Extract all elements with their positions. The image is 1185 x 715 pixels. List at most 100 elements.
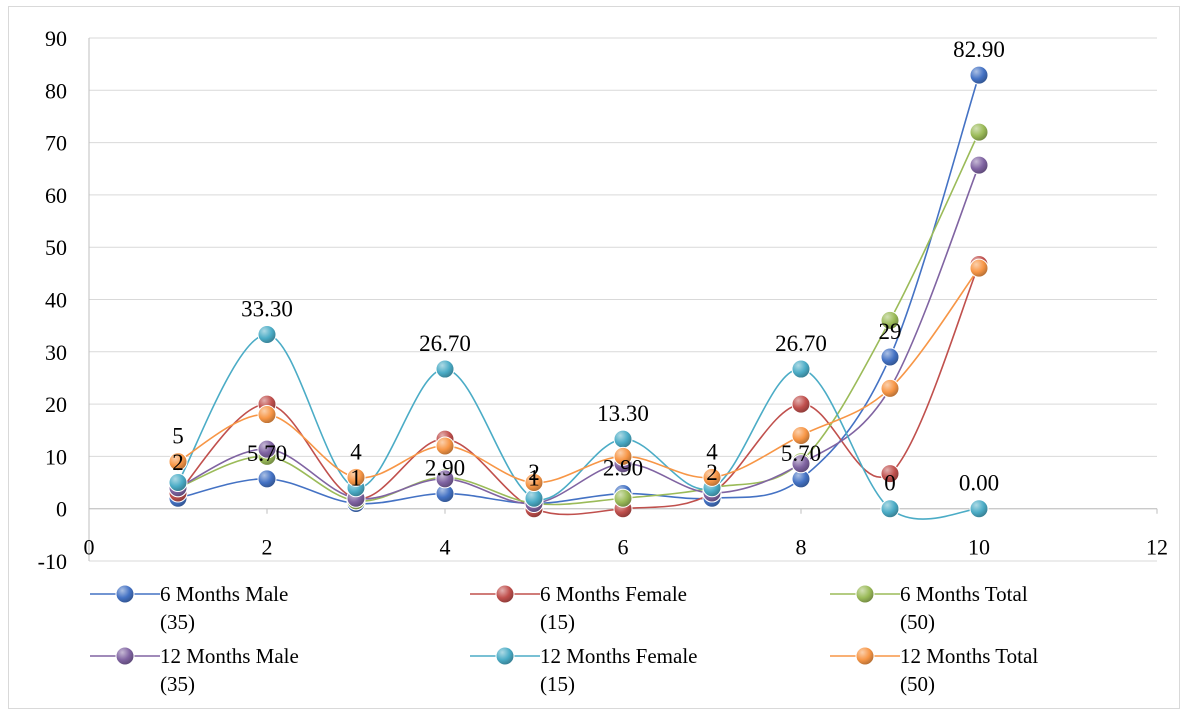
series-lines bbox=[177, 74, 980, 520]
legend-item: 6 Months Female (15) bbox=[470, 580, 740, 636]
data-label: 2.90 bbox=[425, 456, 465, 481]
legend-label: 12 Months Male (35) bbox=[160, 644, 299, 696]
x-tick-label: 4 bbox=[440, 535, 451, 560]
legend-item: 6 Months Total (50) bbox=[830, 580, 1100, 636]
data-point bbox=[880, 464, 900, 484]
legend-swatch bbox=[470, 584, 540, 604]
legend-marker bbox=[495, 584, 515, 604]
data-point bbox=[168, 452, 188, 472]
legend: 6 Months Male (35) 6 Months Female (15) 6 … bbox=[90, 580, 1170, 710]
legend-swatch bbox=[90, 646, 160, 666]
y-tick-label: 30 bbox=[45, 340, 67, 365]
data-point bbox=[524, 473, 544, 493]
legend-item: 12 Months Male (35) bbox=[90, 642, 360, 698]
legend-marker bbox=[495, 646, 515, 666]
y-tick-label: 0 bbox=[56, 497, 67, 522]
data-label: 26.70 bbox=[775, 331, 827, 356]
data-label: 29 bbox=[879, 319, 902, 344]
data-point bbox=[613, 446, 633, 466]
data-point bbox=[257, 325, 277, 345]
y-tick-label: -10 bbox=[38, 549, 67, 574]
chart-frame bbox=[8, 6, 1180, 709]
data-point bbox=[791, 394, 811, 414]
x-tick-label: 10 bbox=[968, 535, 990, 560]
data-point bbox=[435, 469, 455, 489]
legend-label: 12 Months Total (50) bbox=[900, 644, 1039, 696]
data-point bbox=[969, 122, 989, 142]
data-label: 82.90 bbox=[953, 37, 1005, 62]
data-label: 2.90 bbox=[603, 456, 643, 481]
series-line bbox=[177, 333, 980, 520]
data-point bbox=[346, 467, 366, 487]
data-label: 26.70 bbox=[419, 331, 471, 356]
data-point bbox=[880, 310, 900, 330]
y-tick-label: 10 bbox=[45, 444, 67, 469]
legend-item: 12 Months Female (15) bbox=[470, 642, 740, 698]
data-point bbox=[257, 469, 277, 489]
legend-marker bbox=[855, 646, 875, 666]
x-tick-label: 2 bbox=[262, 535, 273, 560]
data-point bbox=[791, 425, 811, 445]
data-point bbox=[880, 499, 900, 519]
y-tick-label: 60 bbox=[45, 183, 67, 208]
legend-swatch bbox=[90, 584, 160, 604]
data-label: 0 bbox=[884, 471, 896, 496]
data-point bbox=[257, 439, 277, 459]
data-label: 1 bbox=[528, 465, 540, 490]
data-point bbox=[880, 378, 900, 398]
legend-item: 12 Months Total (50) bbox=[830, 642, 1100, 698]
legend-swatch bbox=[470, 646, 540, 666]
data-label: 2 bbox=[528, 460, 540, 485]
data-label: 1 bbox=[350, 465, 362, 490]
data-label: 2 bbox=[706, 460, 718, 485]
data-point bbox=[435, 436, 455, 456]
y-tick-label: 50 bbox=[45, 235, 67, 260]
data-point bbox=[969, 155, 989, 175]
y-tick-label: 40 bbox=[45, 288, 67, 313]
data-point bbox=[613, 429, 633, 449]
data-point bbox=[168, 473, 188, 493]
data-point bbox=[969, 65, 989, 85]
data-point bbox=[613, 488, 633, 508]
x-tick-label: 6 bbox=[618, 535, 629, 560]
y-tick-label: 70 bbox=[45, 131, 67, 156]
legend-marker bbox=[115, 646, 135, 666]
y-tick-label: 80 bbox=[45, 78, 67, 103]
series-line bbox=[177, 131, 980, 506]
series-line bbox=[177, 267, 980, 484]
legend-item: 6 Months Male (35) bbox=[90, 580, 360, 636]
x-tick-label: 8 bbox=[796, 535, 807, 560]
data-point bbox=[969, 258, 989, 278]
data-point bbox=[257, 405, 277, 425]
data-label: 0.00 bbox=[959, 471, 999, 496]
y-tick-label: 20 bbox=[45, 392, 67, 417]
data-label: 5.70 bbox=[247, 441, 287, 466]
legend-label: 6 Months Total (50) bbox=[900, 582, 1028, 634]
data-label: 33.30 bbox=[241, 297, 293, 322]
series-line bbox=[177, 164, 980, 505]
data-point bbox=[791, 454, 811, 474]
legend-label: 6 Months Female (15) bbox=[540, 582, 687, 634]
data-point bbox=[435, 359, 455, 379]
legend-label: 6 Months Male (35) bbox=[160, 582, 289, 634]
data-label: 5 bbox=[172, 424, 184, 449]
legend-label: 12 Months Female (15) bbox=[540, 644, 698, 696]
x-tick-label: 12 bbox=[1146, 535, 1168, 560]
legend-marker bbox=[855, 584, 875, 604]
data-point bbox=[791, 359, 811, 379]
data-label: 5.70 bbox=[781, 441, 821, 466]
data-label: 13.30 bbox=[597, 401, 649, 426]
legend-swatch bbox=[830, 646, 900, 666]
y-tick-label: 90 bbox=[45, 26, 67, 51]
series-line bbox=[177, 74, 980, 505]
data-point bbox=[702, 467, 722, 487]
data-point bbox=[880, 347, 900, 367]
data-point bbox=[969, 499, 989, 519]
x-tick-label: 0 bbox=[84, 535, 95, 560]
data-label: 2 bbox=[172, 450, 184, 475]
data-label: 4 bbox=[706, 439, 718, 464]
data-label: 4 bbox=[350, 439, 362, 464]
